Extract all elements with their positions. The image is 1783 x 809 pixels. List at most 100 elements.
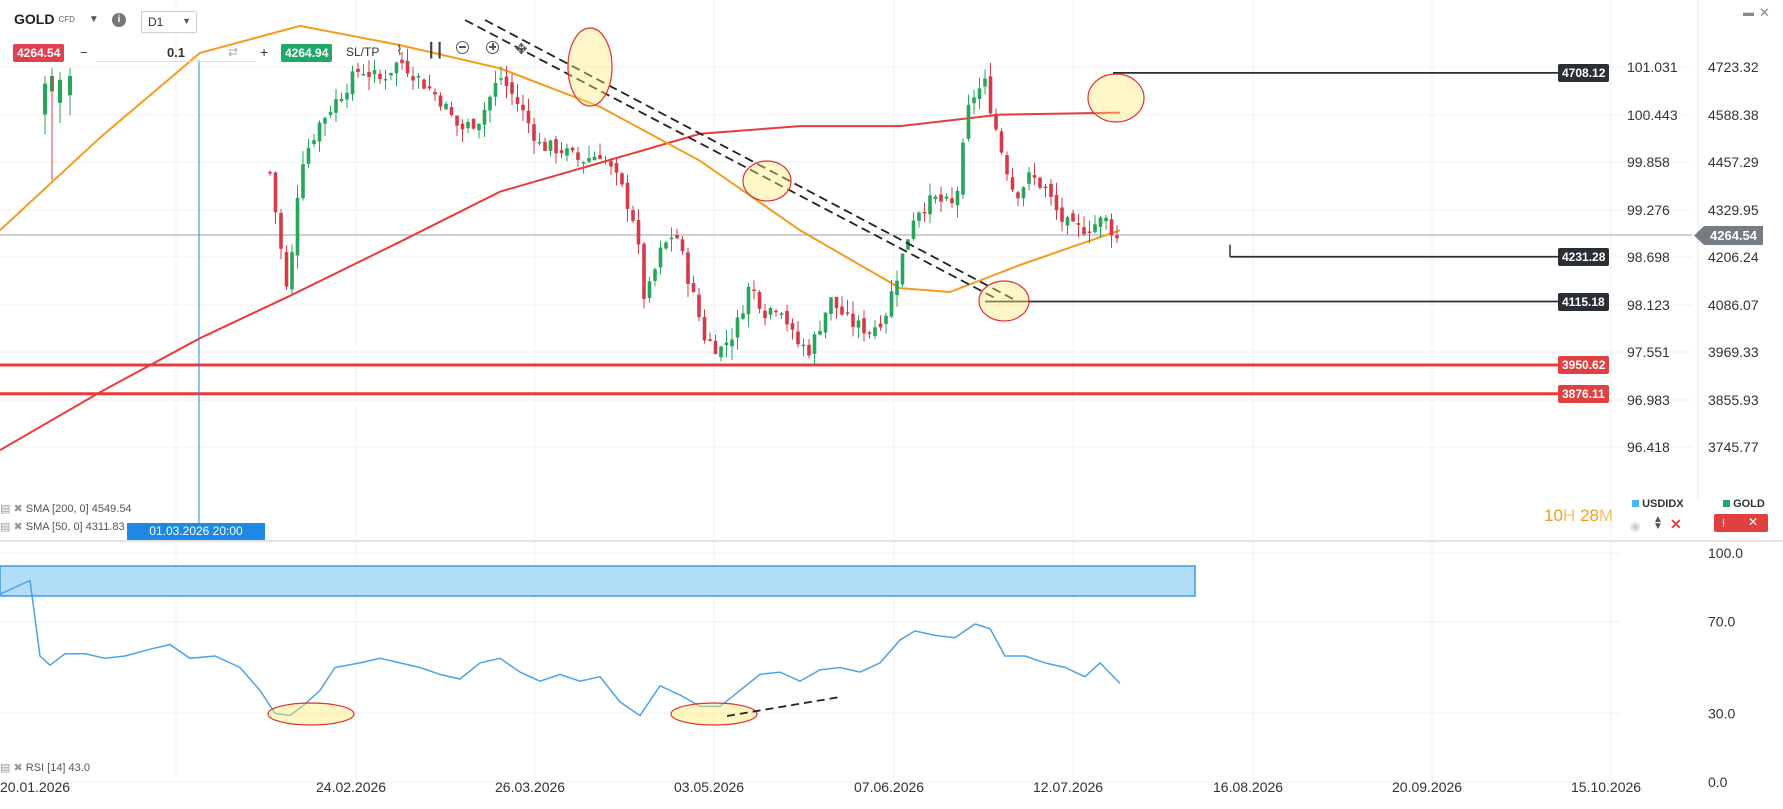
sma50-legend[interactable]: ▤ ✖ SMA [50, 0] 4311.83	[0, 520, 125, 533]
usdidx-legend[interactable]: USDIDX	[1632, 498, 1684, 510]
eye-icon[interactable]: ◉	[1630, 519, 1641, 533]
candle	[1038, 177, 1042, 188]
candle	[367, 71, 371, 78]
rsi-axis-label: 70.0	[1708, 614, 1735, 630]
usdidx-label: USDIDX	[1642, 498, 1684, 510]
level-price-tag[interactable]: 4115.18	[1558, 292, 1609, 311]
candle	[427, 86, 432, 89]
zoom-in-icon[interactable]	[486, 41, 499, 54]
candle	[592, 156, 597, 161]
window-minimize-icon[interactable]: ▬	[1743, 7, 1754, 19]
candle	[543, 141, 547, 152]
candle	[647, 281, 652, 299]
candle	[702, 317, 707, 341]
rsi-legend[interactable]: ▤ ✖ RSI [14] 43.0	[0, 761, 90, 774]
candle	[977, 88, 982, 99]
candle	[482, 109, 487, 125]
remove-symbol-icon[interactable]: ✕	[1670, 516, 1682, 532]
sort-icon[interactable]: ▲ ▼	[1653, 514, 1663, 532]
level-price-tag[interactable]: 3876.11	[1558, 384, 1609, 403]
level-price-tag[interactable]: 4708.12	[1558, 63, 1610, 82]
candle	[1043, 186, 1048, 189]
candle	[1115, 235, 1119, 239]
candle	[290, 252, 294, 290]
pan-icon[interactable]: ✥	[515, 41, 528, 58]
candle	[295, 197, 300, 256]
candle-type-icon[interactable]: ┃┃	[427, 42, 444, 58]
candle	[350, 71, 355, 95]
timeframe-value: D1	[148, 15, 164, 29]
gold-label: GOLD	[1733, 498, 1765, 510]
candle	[724, 342, 729, 346]
price-axis-label: 4086.07	[1708, 297, 1759, 313]
candle	[565, 148, 569, 156]
candle	[58, 79, 62, 103]
candle	[526, 110, 531, 124]
sma200-label: SMA [200, 0] 4549.54	[25, 503, 132, 515]
date-axis-label: 20.09.2026	[1392, 779, 1462, 795]
close-icon[interactable]: ✕	[1748, 515, 1759, 529]
candle	[801, 344, 806, 347]
highlight-ellipse-3	[978, 280, 1030, 322]
remove-icon[interactable]: ✖	[13, 503, 23, 515]
candle	[422, 79, 426, 89]
gold-controls[interactable]: ⫮ ✕	[1714, 514, 1768, 532]
usdidx-axis-label: 99.858	[1627, 154, 1670, 170]
level-price-tag[interactable]: 3950.62	[1558, 355, 1610, 374]
buy-price-button[interactable]: 4264.94	[281, 44, 333, 62]
date-axis-label: 12.07.2026	[1033, 779, 1103, 795]
candle	[790, 323, 795, 330]
current-price-tag: 4264.54	[1694, 226, 1763, 245]
candle	[1021, 187, 1026, 199]
candle	[779, 313, 784, 315]
candle	[339, 98, 344, 102]
list-icon: ▤	[0, 762, 11, 774]
zoom-out-icon[interactable]	[456, 41, 469, 54]
usdidx-axis-label: 97.551	[1627, 344, 1670, 360]
line-tool-icon[interactable]: ⌇	[396, 42, 403, 58]
volume-input[interactable]: 0.1	[96, 44, 256, 62]
highlight-ellipse-2	[742, 160, 792, 202]
date-axis-label: 16.08.2026	[1213, 779, 1283, 795]
candle	[471, 119, 476, 129]
remove-icon[interactable]: ✖	[13, 521, 23, 533]
candle	[1093, 224, 1097, 233]
sell-price-button[interactable]: 4264.54	[13, 44, 65, 62]
date-axis: 20.01.2026 24.02.2026 26.03.2026 03.05.2026…	[0, 779, 1641, 795]
info-icon[interactable]: i	[112, 13, 126, 27]
candle	[845, 312, 850, 314]
candle	[823, 312, 828, 333]
close-icon[interactable]: ✕	[1759, 5, 1770, 20]
date-axis-label: 03.05.2026	[674, 779, 744, 795]
volume-minus-button[interactable]: −	[80, 45, 88, 60]
symbol-selector[interactable]: GOLD CFD ▼	[14, 11, 99, 27]
candle	[559, 150, 564, 154]
candle	[1082, 227, 1086, 235]
gold-legend[interactable]: GOLD	[1723, 498, 1765, 510]
candle	[504, 76, 509, 87]
candle	[334, 99, 338, 113]
refresh-icon[interactable]: ⇄	[228, 45, 239, 59]
candle	[345, 92, 349, 100]
timeframe-select[interactable]: D1 ▼	[141, 11, 197, 33]
candle	[43, 83, 47, 115]
volume-plus-button[interactable]: +	[260, 44, 269, 60]
sma200-legend[interactable]: ▤ ✖ SMA [200, 0] 4549.54	[0, 502, 132, 515]
sltp-button[interactable]: SL/TP	[346, 45, 380, 59]
candle	[895, 280, 899, 296]
rsi-ellipse-2	[670, 702, 758, 726]
candle	[1065, 217, 1070, 226]
price-axis-label: 4457.29	[1708, 154, 1759, 170]
candle	[416, 75, 421, 78]
candle	[455, 115, 459, 126]
candle	[906, 239, 910, 250]
candle	[636, 219, 641, 245]
level-price-tag[interactable]: 4231.28	[1558, 247, 1610, 266]
date-axis-label: 20.01.2026	[0, 779, 70, 795]
candle	[972, 97, 976, 104]
remove-icon[interactable]: ✖	[13, 762, 23, 774]
usdidx-axis-label: 98.698	[1627, 249, 1670, 265]
candle	[900, 253, 905, 285]
candle	[988, 76, 993, 114]
